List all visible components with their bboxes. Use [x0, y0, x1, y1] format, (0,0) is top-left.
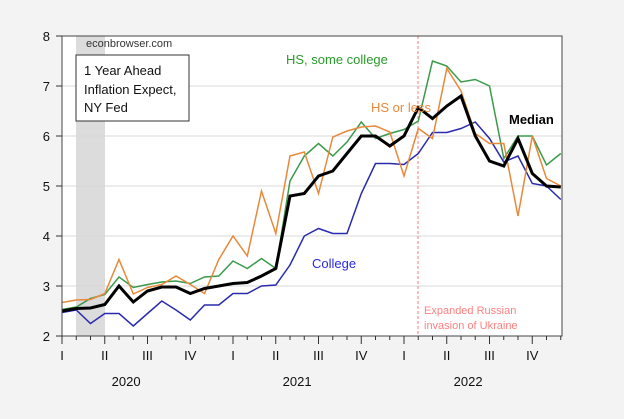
annotation-line-2: invasion of Ukraine — [424, 320, 518, 332]
series-line-college — [61, 121, 562, 327]
y-tick-label: 4 — [43, 229, 50, 244]
series-line-median — [61, 93, 561, 313]
x-quarter-label: I — [60, 348, 64, 363]
x-quarter-label: I — [231, 348, 235, 363]
y-tick-label: 6 — [43, 129, 50, 144]
watermark: econbrowser.com — [86, 38, 172, 50]
series-line-hs-or-less — [61, 66, 562, 304]
series-label: HS, some college — [286, 52, 388, 67]
x-quarter-label: II — [443, 348, 450, 363]
series-label: College — [312, 256, 356, 271]
x-quarter-label: IV — [184, 348, 197, 363]
x-quarter-label: IV — [355, 348, 368, 363]
x-year-label: 2020 — [112, 374, 141, 389]
y-tick-label: 5 — [43, 179, 50, 194]
series-label: HS or less — [371, 100, 431, 115]
y-tick-label: 3 — [43, 279, 50, 294]
title-line-1: 1 Year Ahead — [84, 63, 161, 78]
y-tick-label: 7 — [43, 79, 50, 94]
y-tick-label: 8 — [43, 29, 50, 44]
y-axis: 2 3 4 5 6 7 8 — [43, 29, 62, 344]
series-labels: HS, some college HS or less Median College — [286, 52, 554, 271]
x-quarter-label: III — [484, 348, 495, 363]
y-tick-label: 2 — [43, 329, 50, 344]
annotation-line-1: Expanded Russian — [424, 305, 516, 317]
x-quarter-label: II — [272, 348, 279, 363]
title-line-3: NY Fed — [84, 100, 128, 115]
x-year-label: 2021 — [283, 374, 312, 389]
series-line-hs-some-college — [61, 60, 562, 311]
data-series — [61, 60, 562, 327]
title-line-2: Inflation Expect, — [84, 82, 177, 97]
x-quarter-label: II — [101, 348, 108, 363]
x-quarter-label: I — [402, 348, 406, 363]
series-label: Median — [509, 112, 554, 127]
x-quarter-label: IV — [526, 348, 539, 363]
x-quarter-label: III — [142, 348, 153, 363]
x-year-label: 2022 — [454, 374, 483, 389]
title-box: 1 Year Ahead Inflation Expect, NY Fed — [75, 54, 190, 122]
x-quarter-label: III — [313, 348, 324, 363]
